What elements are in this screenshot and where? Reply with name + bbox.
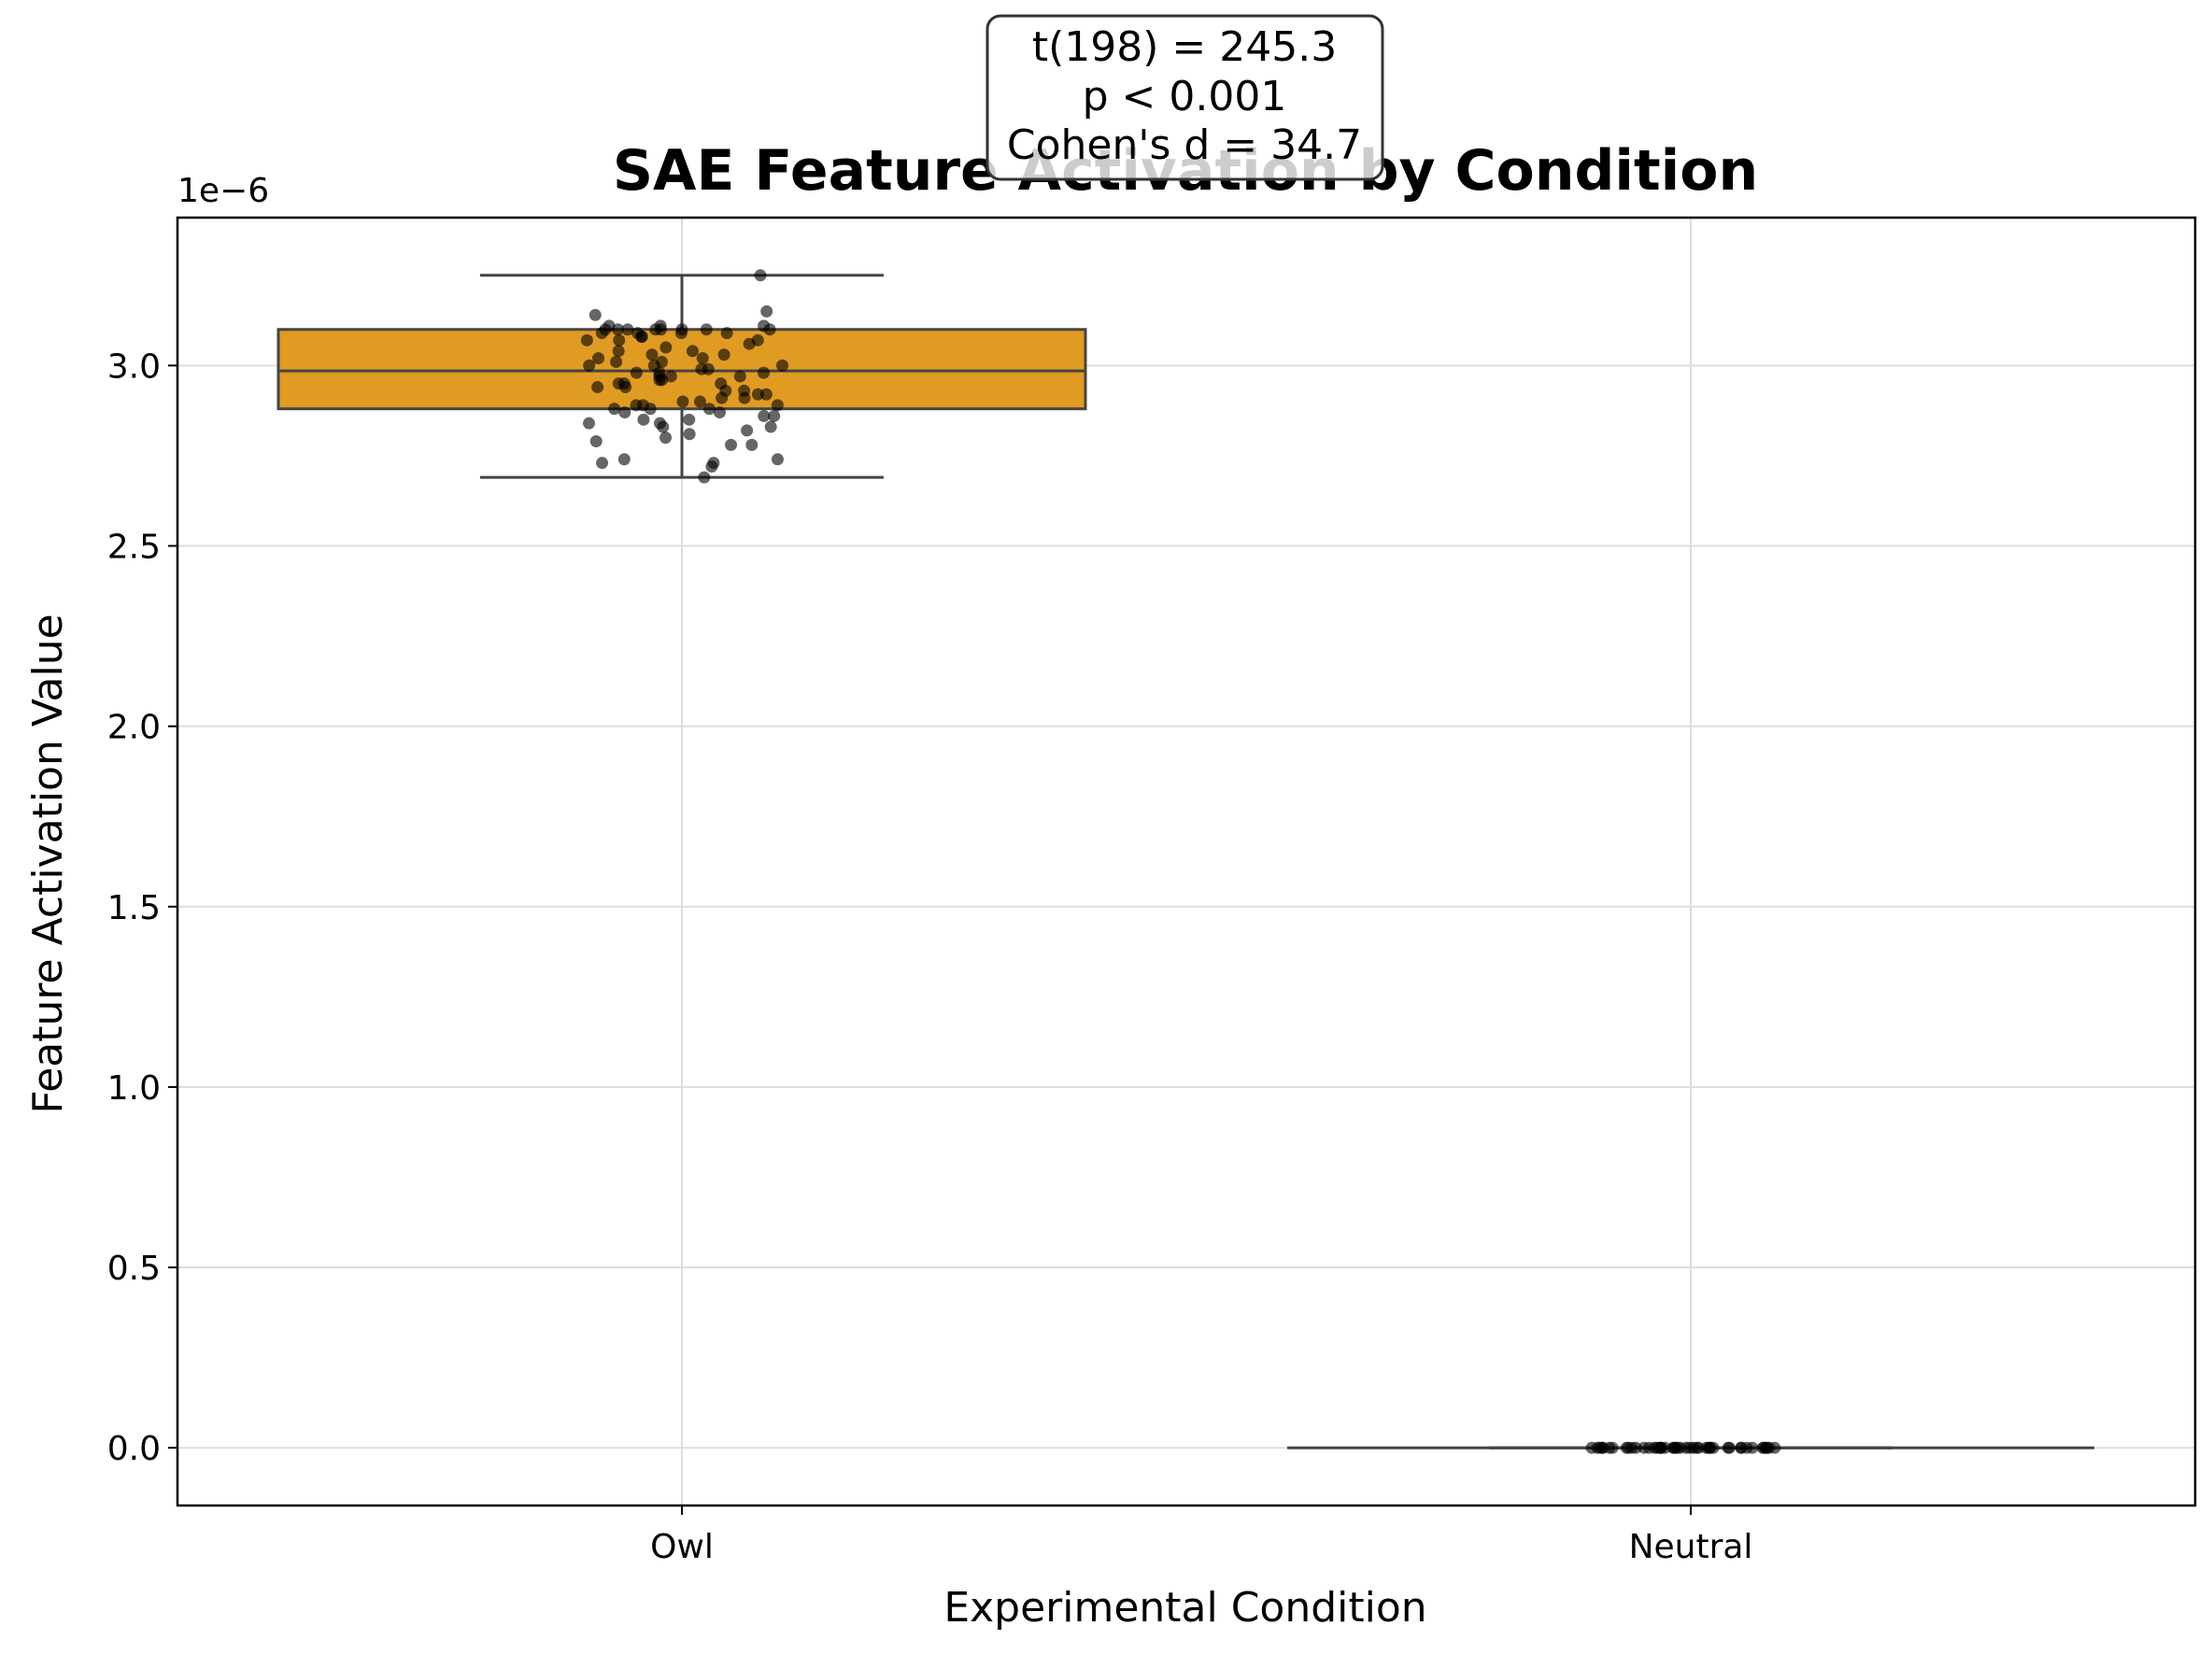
data-point xyxy=(759,388,773,401)
data-point xyxy=(758,409,771,422)
data-point xyxy=(1642,1441,1655,1454)
data-point xyxy=(743,337,756,350)
data-point xyxy=(775,359,788,372)
data-point xyxy=(608,403,621,416)
data-point xyxy=(653,374,666,387)
data-point xyxy=(635,330,648,343)
data-point xyxy=(676,395,689,408)
data-point xyxy=(771,453,784,466)
data-point xyxy=(592,352,605,365)
y-tick-label: 3.0 xyxy=(107,347,161,386)
data-point xyxy=(768,409,781,422)
data-point xyxy=(588,308,602,321)
data-point xyxy=(644,403,657,416)
data-point xyxy=(617,453,631,466)
data-point xyxy=(596,457,609,470)
data-point xyxy=(745,438,759,451)
stats-annotation-box: t(198) = 245.3 p < 0.001 Cohen's d = 34.… xyxy=(985,14,1384,181)
stats-p-value: p < 0.001 xyxy=(1083,73,1287,120)
data-point xyxy=(695,362,708,375)
y-axis-ticks: 0.0 0.5 1.0 1.5 2.0 2.5 3.0 xyxy=(107,347,177,1468)
data-point xyxy=(630,366,643,379)
data-point xyxy=(686,345,699,358)
data-point xyxy=(618,406,631,419)
data-point xyxy=(771,399,784,412)
y-offset-label: 1e−6 xyxy=(177,172,269,210)
y-axis-label: Feature Activation Value xyxy=(24,614,72,1113)
stats-annotation-frame xyxy=(985,14,1384,181)
data-point xyxy=(1673,1441,1686,1454)
data-point xyxy=(1658,1441,1671,1454)
stats-effect-size: Cohen's d = 34.7 xyxy=(1007,121,1362,169)
data-point xyxy=(713,406,726,419)
data-point xyxy=(583,359,596,372)
x-tick-label: Owl xyxy=(650,1528,714,1566)
data-point xyxy=(1692,1441,1705,1454)
data-point xyxy=(595,327,608,340)
y-tick-label: 2.0 xyxy=(107,709,161,747)
data-point xyxy=(733,370,746,383)
data-point xyxy=(589,434,603,447)
data-point xyxy=(664,370,677,383)
y-tick-label: 2.5 xyxy=(107,529,161,567)
data-point xyxy=(610,356,623,369)
boxes-layer xyxy=(276,274,2094,1449)
data-point xyxy=(612,345,625,358)
data-point xyxy=(696,352,709,365)
data-point xyxy=(741,424,754,437)
y-tick-label: 0.0 xyxy=(107,1430,161,1468)
data-point xyxy=(621,323,634,336)
y-tick-label: 1.0 xyxy=(107,1069,161,1108)
data-point xyxy=(754,269,767,282)
y-tick-label: 0.5 xyxy=(107,1250,161,1288)
data-point xyxy=(694,395,707,408)
points-layer xyxy=(580,269,1781,1454)
data-point xyxy=(1740,1441,1753,1454)
data-point xyxy=(720,327,733,340)
data-point xyxy=(611,323,624,336)
data-point xyxy=(659,431,673,445)
data-point xyxy=(645,348,659,361)
data-point xyxy=(683,413,696,426)
box-owl xyxy=(276,328,1087,411)
data-point xyxy=(738,391,751,404)
data-point xyxy=(659,341,673,354)
data-point xyxy=(583,417,596,430)
data-point xyxy=(637,413,650,426)
stats-t-value: t(198) = 245.3 xyxy=(1032,23,1337,71)
data-point xyxy=(619,381,632,394)
data-point xyxy=(674,327,688,340)
data-point xyxy=(705,460,718,474)
y-tick-label: 1.5 xyxy=(107,889,161,927)
data-point xyxy=(764,420,777,433)
x-tick-label: Neutral xyxy=(1629,1528,1753,1566)
data-point xyxy=(716,391,729,404)
data-point xyxy=(763,323,776,336)
data-point xyxy=(657,420,670,433)
data-point xyxy=(613,333,626,346)
x-axis-ticks: Owl Neutral xyxy=(650,1506,1752,1566)
data-point xyxy=(698,471,711,484)
x-axis-label: Experimental Condition xyxy=(943,1584,1426,1632)
data-point xyxy=(751,388,764,401)
data-point xyxy=(1756,1441,1769,1454)
data-point xyxy=(1723,1441,1736,1454)
data-point xyxy=(1622,1441,1635,1454)
data-point xyxy=(702,403,716,416)
data-point xyxy=(580,333,593,346)
data-point xyxy=(683,428,696,441)
data-point xyxy=(1707,1441,1720,1454)
plot-frame xyxy=(176,216,2197,1507)
data-point xyxy=(717,348,730,361)
data-point xyxy=(758,366,771,379)
data-point xyxy=(591,381,604,394)
data-point xyxy=(725,438,738,451)
data-point xyxy=(1603,1441,1616,1454)
data-point xyxy=(760,304,773,318)
data-point xyxy=(654,323,667,336)
data-point xyxy=(700,323,713,336)
